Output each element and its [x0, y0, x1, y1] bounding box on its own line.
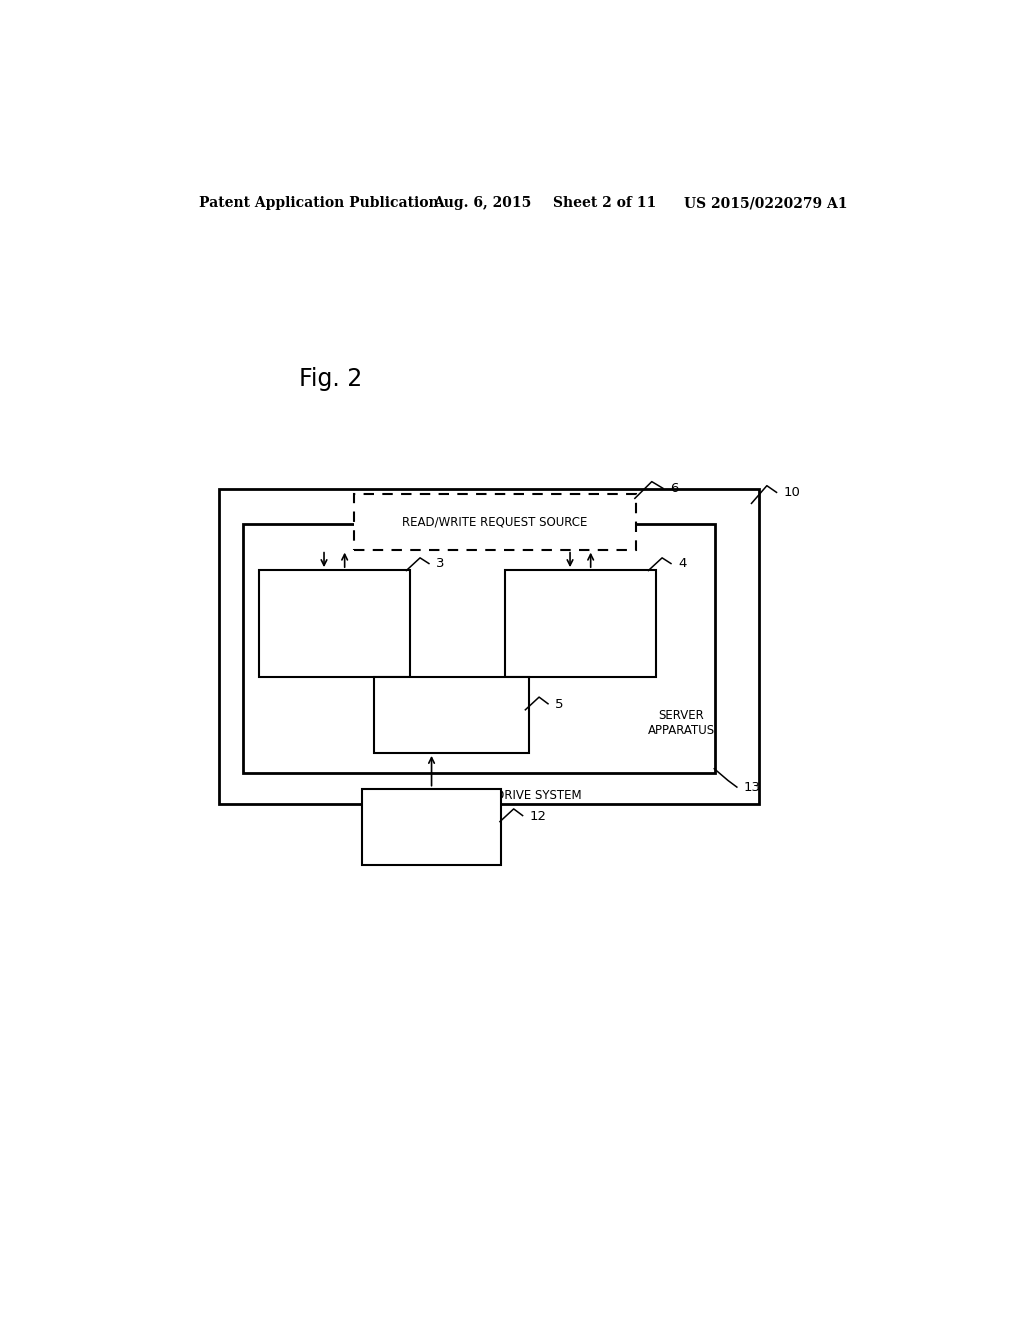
Bar [374, 677, 528, 752]
Text: SERVER
APPARATUS: SERVER APPARATUS [648, 709, 715, 737]
Text: 6: 6 [670, 482, 679, 495]
Text: Patent Application Publication: Patent Application Publication [200, 195, 439, 210]
Text: 10: 10 [783, 486, 801, 499]
Text: 5: 5 [555, 698, 563, 710]
Text: US 2015/0220279 A1: US 2015/0220279 A1 [684, 195, 847, 210]
Text: CONTROL UNIT: CONTROL UNIT [407, 709, 496, 721]
Text: SECOND SYSTEM
ADAPTATION UNIT: SECOND SYSTEM ADAPTATION UNIT [527, 610, 633, 638]
Text: MAGNETIC TAPE DRIVE SYSTEM: MAGNETIC TAPE DRIVE SYSTEM [396, 789, 582, 803]
Text: Sheet 2 of 11: Sheet 2 of 11 [553, 195, 655, 210]
Text: 13: 13 [743, 781, 761, 795]
Text: Aug. 6, 2015: Aug. 6, 2015 [433, 195, 531, 210]
Bar [219, 488, 759, 804]
Text: MAGNETIC TAPE
DRIVE: MAGNETIC TAPE DRIVE [384, 813, 479, 841]
Text: 3: 3 [436, 557, 444, 570]
Text: FIRST SYSTEM
ADAPTATION UNIT: FIRST SYSTEM ADAPTATION UNIT [282, 610, 387, 638]
Bar [243, 524, 715, 774]
Text: READ/WRITE REQUEST SOURCE: READ/WRITE REQUEST SOURCE [402, 515, 588, 528]
Bar [354, 494, 636, 549]
Text: Fig. 2: Fig. 2 [299, 367, 361, 391]
Bar [259, 570, 410, 677]
Bar [505, 570, 655, 677]
Text: 4: 4 [678, 557, 686, 570]
Bar [362, 788, 501, 865]
Text: 12: 12 [529, 809, 547, 822]
